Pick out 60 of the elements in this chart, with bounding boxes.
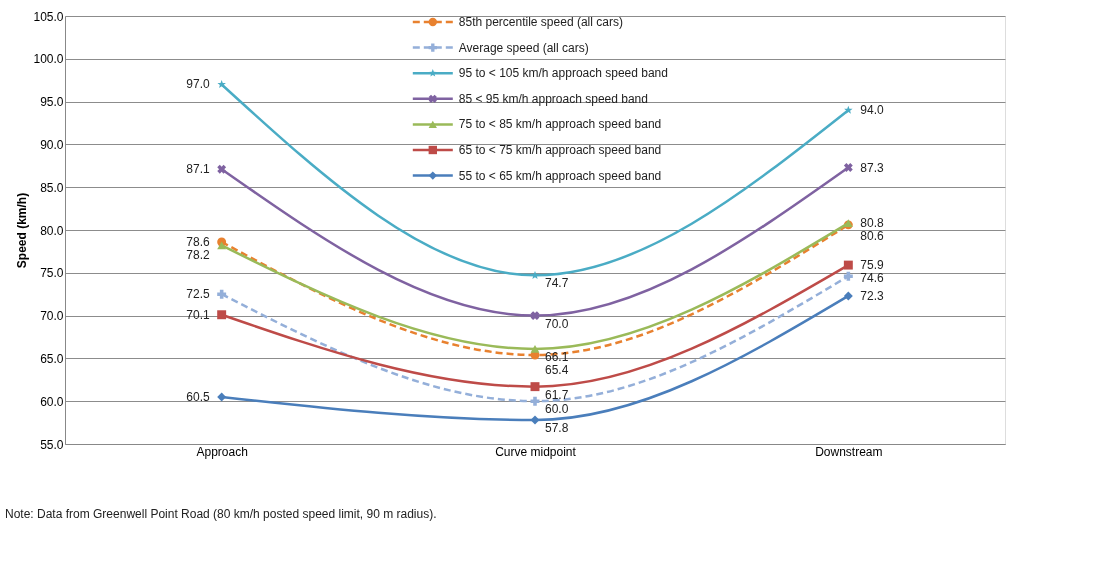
x-tick-label: Approach — [196, 444, 248, 459]
point — [844, 105, 853, 114]
data-label: 80.8 — [860, 216, 885, 231]
point — [217, 310, 227, 320]
data-label: 80.6 — [860, 228, 885, 243]
y-tick-label: 60.0 — [40, 394, 64, 409]
data-label: 72.3 — [860, 288, 885, 303]
legend-label: 75 to < 85 km/h approach speed band — [458, 117, 662, 132]
data-label: 70.1 — [186, 307, 210, 322]
data-label: 75.9 — [860, 258, 885, 273]
y-tick-label: 55.0 — [40, 437, 64, 452]
y-tick-label: 75.0 — [40, 266, 64, 281]
point — [530, 396, 540, 406]
data-label: 74.6 — [860, 270, 885, 285]
y-tick-label: 90.0 — [40, 137, 64, 152]
y-tick-label: 70.0 — [40, 309, 64, 324]
data-label: 78.2 — [186, 247, 210, 262]
data-label: 74.7 — [545, 276, 569, 291]
legend-label: 95 to < 105 km/h approach speed band — [458, 66, 668, 81]
data-label: 97.0 — [186, 77, 210, 92]
point — [217, 80, 226, 89]
legend-label: 85th percentile speed (all cars) — [458, 15, 623, 29]
x-tick-label: Curve midpoint — [495, 444, 577, 459]
x-tick-label: Downstream — [815, 444, 883, 459]
data-label: 87.1 — [186, 162, 210, 177]
point — [530, 345, 540, 353]
y-tick-label: 85.0 — [40, 180, 64, 195]
legend-label: 85 < 95 km/h approach speed band — [458, 91, 648, 106]
data-label: 87.3 — [860, 160, 885, 175]
legend-label: Average speed (all cars) — [458, 40, 589, 55]
data-label: 70.0 — [545, 316, 569, 331]
data-label: 57.8 — [545, 421, 569, 436]
point — [843, 271, 853, 281]
point — [530, 415, 540, 425]
data-label: 94.0 — [860, 103, 885, 118]
data-label: 66.1 — [545, 349, 569, 364]
text: Note: Data from Greenwell Point Road (80 km/h posted speed limit, 90 m radius). — [5, 507, 437, 521]
y-tick-label: 65.0 — [40, 351, 64, 366]
point — [843, 260, 853, 270]
point — [217, 241, 227, 250]
legend-label: 55 to < 65 km/h approach speed band — [458, 168, 662, 183]
point — [217, 289, 227, 299]
y-axis-title: Speed (km/h) — [15, 192, 30, 269]
data-label: 60.5 — [186, 389, 210, 404]
data-label: 78.6 — [186, 234, 210, 249]
data-label: 60.0 — [545, 402, 569, 417]
point — [530, 311, 540, 321]
data-label: 61.7 — [545, 387, 569, 402]
point — [217, 392, 227, 402]
point — [843, 163, 853, 172]
data-label: 72.5 — [186, 287, 210, 302]
point — [530, 382, 540, 392]
data-label: 65.4 — [545, 362, 569, 377]
y-tick-label: 100.0 — [33, 52, 64, 67]
y-tick-label: 105.0 — [33, 9, 64, 24]
point — [217, 164, 227, 174]
legend-label: 65 to < 75 km/h approach speed band — [458, 143, 662, 157]
y-tick-label: 80.0 — [40, 223, 64, 238]
y-tick-label: 95.0 — [40, 95, 64, 110]
point — [843, 291, 853, 301]
